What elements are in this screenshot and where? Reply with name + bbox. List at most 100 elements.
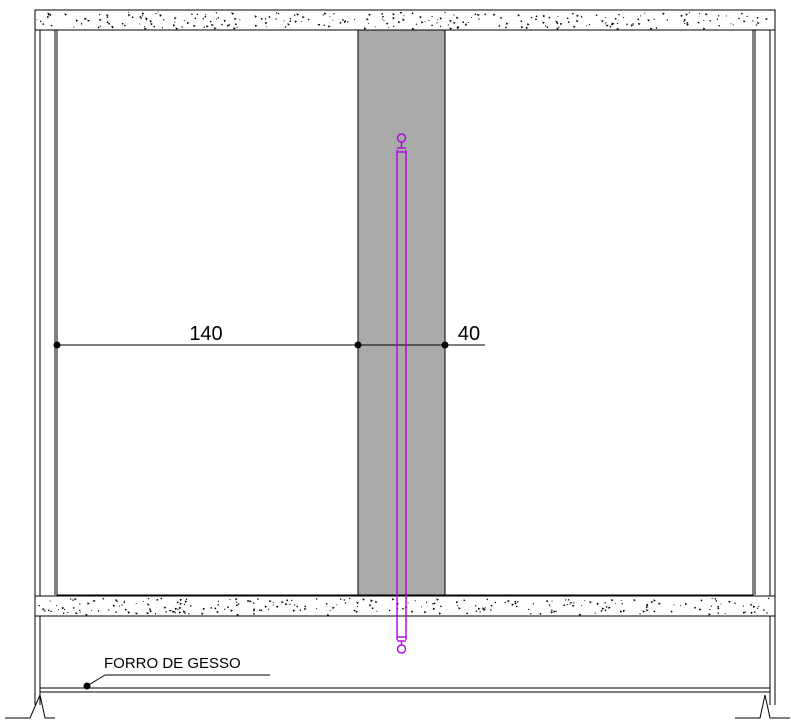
concrete-speck xyxy=(347,21,349,23)
concrete-aggregate xyxy=(449,19,452,23)
concrete-aggregate xyxy=(750,611,753,615)
concrete-speck xyxy=(546,26,549,29)
concrete-aggregate xyxy=(650,600,654,604)
concrete-speck xyxy=(227,606,229,609)
concrete-speck xyxy=(118,605,121,607)
concrete-speck xyxy=(42,23,45,25)
concrete-aggregate xyxy=(146,612,149,615)
concrete-speck xyxy=(147,597,150,600)
concrete-speck xyxy=(717,605,719,608)
concrete-speck xyxy=(609,25,612,28)
pipe-bottom-end-icon xyxy=(396,644,407,654)
concrete-speck xyxy=(188,613,190,615)
concrete-speck xyxy=(468,22,470,24)
concrete-aggregate xyxy=(686,23,689,27)
concrete-aggregate xyxy=(438,612,442,615)
concrete-speck xyxy=(333,13,335,15)
concrete-speck xyxy=(382,15,384,18)
concrete-speck xyxy=(549,605,551,607)
concrete-speck xyxy=(530,613,532,615)
concrete-speck xyxy=(588,23,591,26)
concrete-speck xyxy=(185,598,188,600)
concrete-speck xyxy=(440,605,442,608)
concrete-speck xyxy=(605,606,608,608)
dimension-left-text: 140 xyxy=(189,323,222,345)
concrete-speck xyxy=(275,18,277,20)
concrete-speck xyxy=(504,601,507,604)
concrete-speck xyxy=(595,14,598,17)
concrete-aggregate xyxy=(178,606,182,610)
concrete-speck xyxy=(703,19,705,21)
concrete-speck xyxy=(744,611,746,613)
concrete-speck xyxy=(163,19,165,21)
concrete-speck xyxy=(217,603,219,606)
concrete-speck xyxy=(604,23,606,25)
concrete-aggregate xyxy=(576,14,579,18)
concrete-aggregate xyxy=(296,13,300,16)
concrete-speck xyxy=(47,609,50,612)
concrete-speck xyxy=(714,598,717,600)
concrete-speck xyxy=(604,602,606,604)
concrete-speck xyxy=(275,12,278,14)
concrete-aggregate xyxy=(213,27,217,30)
concrete-aggregate xyxy=(527,23,530,26)
concrete-speck xyxy=(217,17,220,19)
concrete-speck xyxy=(479,611,481,613)
concrete-speck xyxy=(98,14,101,16)
concrete-aggregate xyxy=(106,14,109,17)
concrete-speck xyxy=(709,608,711,611)
concrete-aggregate xyxy=(302,16,305,19)
concrete-aggregate xyxy=(525,26,529,30)
concrete-aggregate xyxy=(370,599,373,602)
concrete-aggregate xyxy=(578,613,582,617)
concrete-speck xyxy=(368,23,370,25)
concrete-aggregate xyxy=(46,15,50,19)
concrete-speck xyxy=(44,610,46,612)
concrete-speck xyxy=(494,601,497,604)
concrete-speck xyxy=(694,606,696,609)
concrete-speck xyxy=(653,18,655,20)
concrete-speck xyxy=(123,600,125,602)
concrete-speck xyxy=(315,598,318,600)
concrete-speck xyxy=(342,19,344,21)
concrete-speck xyxy=(393,25,395,28)
concrete-speck xyxy=(184,612,186,614)
concrete-aggregate xyxy=(368,13,371,16)
concrete-speck xyxy=(336,604,338,606)
concrete-speck xyxy=(433,602,436,605)
concrete-speck xyxy=(63,608,66,611)
concrete-aggregate xyxy=(573,25,576,29)
concrete-aggregate xyxy=(646,604,649,608)
concrete-speck xyxy=(750,603,752,606)
concrete-aggregate xyxy=(247,599,250,603)
concrete-speck xyxy=(111,25,114,28)
concrete-aggregate xyxy=(449,27,453,30)
concrete-speck xyxy=(535,18,537,21)
concrete-speck xyxy=(194,17,197,20)
concrete-speck xyxy=(466,612,469,615)
concrete-aggregate xyxy=(292,609,296,612)
concrete-aggregate xyxy=(638,22,641,26)
concrete-aggregate xyxy=(202,607,206,611)
concrete-speck xyxy=(621,603,623,605)
concrete-speck xyxy=(252,602,255,604)
concrete-aggregate xyxy=(369,604,372,607)
concrete-aggregate xyxy=(439,17,443,20)
concrete-aggregate xyxy=(230,609,234,612)
concrete-speck xyxy=(688,12,690,14)
top-slab xyxy=(34,9,776,31)
concrete-aggregate xyxy=(201,612,204,616)
concrete-aggregate xyxy=(507,599,510,603)
concrete-speck xyxy=(79,603,81,605)
concrete-speck xyxy=(209,20,212,23)
concrete-aggregate xyxy=(64,13,68,16)
concrete-speck xyxy=(474,13,477,16)
concrete-speck xyxy=(639,613,641,615)
concrete-speck xyxy=(228,24,230,26)
concrete-speck xyxy=(530,17,533,19)
concrete-speck xyxy=(229,598,231,601)
concrete-speck xyxy=(475,605,477,607)
concrete-speck xyxy=(548,604,551,606)
concrete-speck xyxy=(123,601,126,604)
